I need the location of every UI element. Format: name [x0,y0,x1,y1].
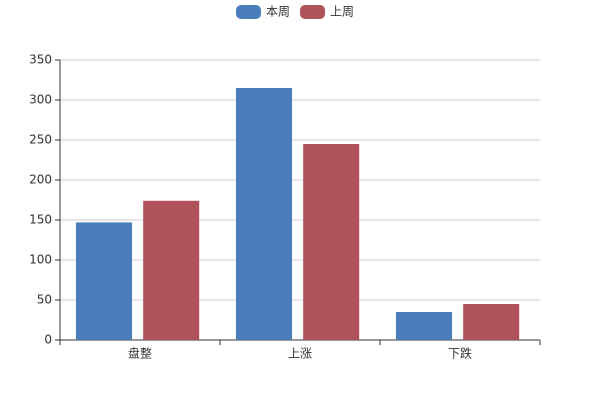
bar [303,144,360,340]
bar [76,222,132,340]
x-tick-label: 下跌 [448,346,472,361]
y-tick-label: 350 [29,53,52,67]
legend-label: 上周 [330,5,354,19]
bar [236,88,292,340]
bar [463,304,520,340]
legend-label: 本周 [266,5,290,19]
x-tick-label: 盘整 [128,346,152,361]
y-tick-label: 0 [44,333,52,347]
y-tick-label: 100 [29,253,52,267]
bar [396,312,452,340]
y-tick-label: 300 [29,93,52,107]
y-tick-label: 150 [29,213,52,227]
legend-swatch [300,5,325,19]
y-tick-label: 200 [29,173,52,187]
x-tick-label: 上涨 [288,346,312,361]
y-tick-label: 250 [29,133,52,147]
bar [143,200,200,340]
legend-swatch [236,5,261,19]
y-tick-label: 50 [37,293,52,307]
